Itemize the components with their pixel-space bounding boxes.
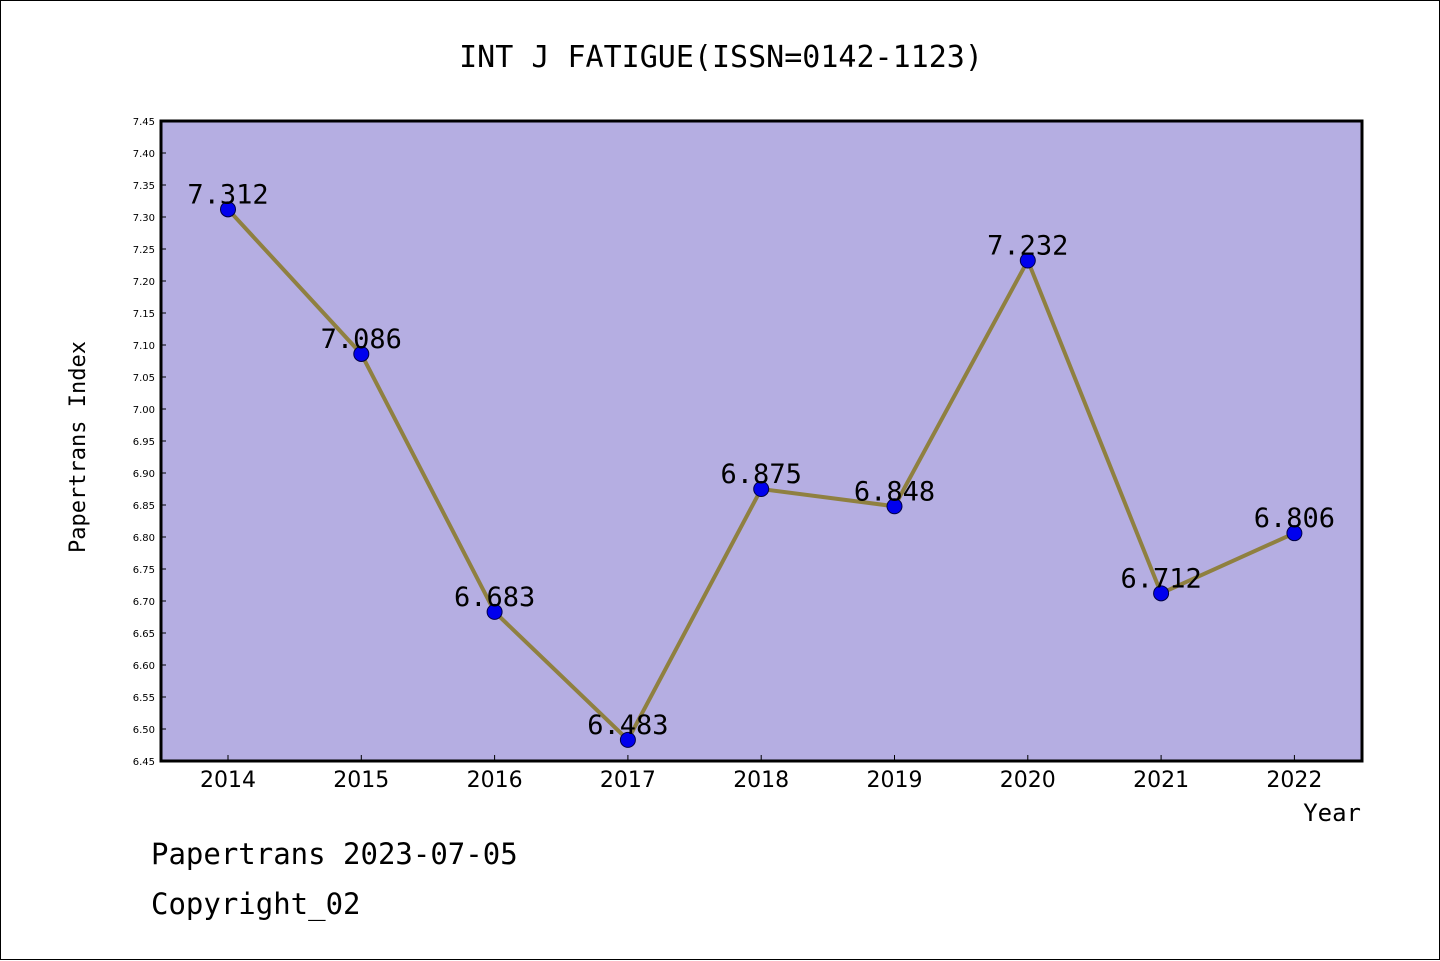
y-tick-label: 6.75 (133, 565, 155, 576)
data-point (353, 345, 370, 362)
y-axis-label: Papertrans Index (66, 341, 91, 553)
data-point (220, 201, 236, 218)
x-axis-label: Year (1303, 799, 1361, 827)
data-point (1019, 252, 1036, 269)
y-tick-label: 6.45 (133, 757, 155, 768)
data-label: 6.683 (454, 582, 535, 613)
data-label: 7.232 (987, 231, 1068, 262)
plot-border (159, 119, 1364, 763)
chart-title: INT J FATIGUE(ISSN=0142-1123) (459, 40, 983, 75)
data-point (486, 603, 503, 620)
y-tick-label: 6.85 (133, 501, 155, 512)
y-tick-label: 7.05 (133, 373, 155, 384)
y-tick-label: 7.40 (133, 149, 155, 160)
x-tick-label: 2019 (867, 768, 923, 793)
data-label: 7.086 (321, 324, 402, 355)
plot-area (161, 121, 1362, 761)
x-tick-label: 2020 (1000, 768, 1056, 793)
y-tick-label: 7.35 (133, 181, 155, 192)
data-label: 6.875 (721, 459, 802, 490)
data-labels: 7.312 7.086 6.683 6.483 6.875 6.848 7.232 6.712… (187, 179, 1335, 741)
data-point (619, 731, 636, 748)
y-tick-label: 6.80 (133, 533, 155, 544)
data-label: 6.848 (854, 476, 935, 507)
y-tick-label: 6.70 (133, 597, 155, 608)
y-tick-label: 6.95 (133, 437, 155, 448)
y-tick-label: 7.20 (133, 277, 155, 288)
y-tick-label: 7.25 (133, 245, 155, 256)
x-tick-label: 2014 (200, 768, 256, 793)
y-tick-label: 7.10 (133, 341, 155, 352)
x-tick-label: 2017 (600, 768, 656, 793)
data-point (1153, 585, 1170, 602)
x-axis: 2014 2015 2016 2017 2018 2019 2020 2021 2022 (200, 755, 1322, 793)
data-label: 7.312 (187, 179, 268, 210)
y-tick-label: 7.15 (133, 309, 155, 320)
x-tick-label: 2022 (1266, 768, 1322, 793)
data-label: 6.483 (587, 710, 668, 741)
data-label: 6.712 (1120, 563, 1201, 594)
y-tick-label: 6.90 (133, 469, 155, 480)
data-point (753, 481, 770, 497)
footer-copyright: Copyright_02 (151, 887, 361, 921)
x-tick-label: 2018 (733, 768, 789, 793)
y-tick-label: 6.60 (133, 661, 155, 672)
y-tick-label: 7.00 (133, 405, 155, 416)
y-tick-label: 6.65 (133, 629, 155, 640)
data-markers (220, 201, 1303, 748)
data-point (886, 498, 903, 515)
y-tick-label: 7.45 (133, 117, 155, 128)
footer-date: Papertrans 2023-07-05 (151, 837, 518, 871)
data-point (1286, 525, 1303, 542)
x-tick-label: 2015 (333, 768, 389, 793)
data-label: 6.806 (1254, 503, 1335, 534)
x-tick-label: 2021 (1133, 768, 1189, 793)
x-tick-label: 2016 (467, 768, 523, 793)
y-tick-label: 6.50 (133, 725, 155, 736)
y-tick-label: 6.55 (133, 693, 155, 704)
y-tick-label: 7.30 (133, 213, 155, 224)
